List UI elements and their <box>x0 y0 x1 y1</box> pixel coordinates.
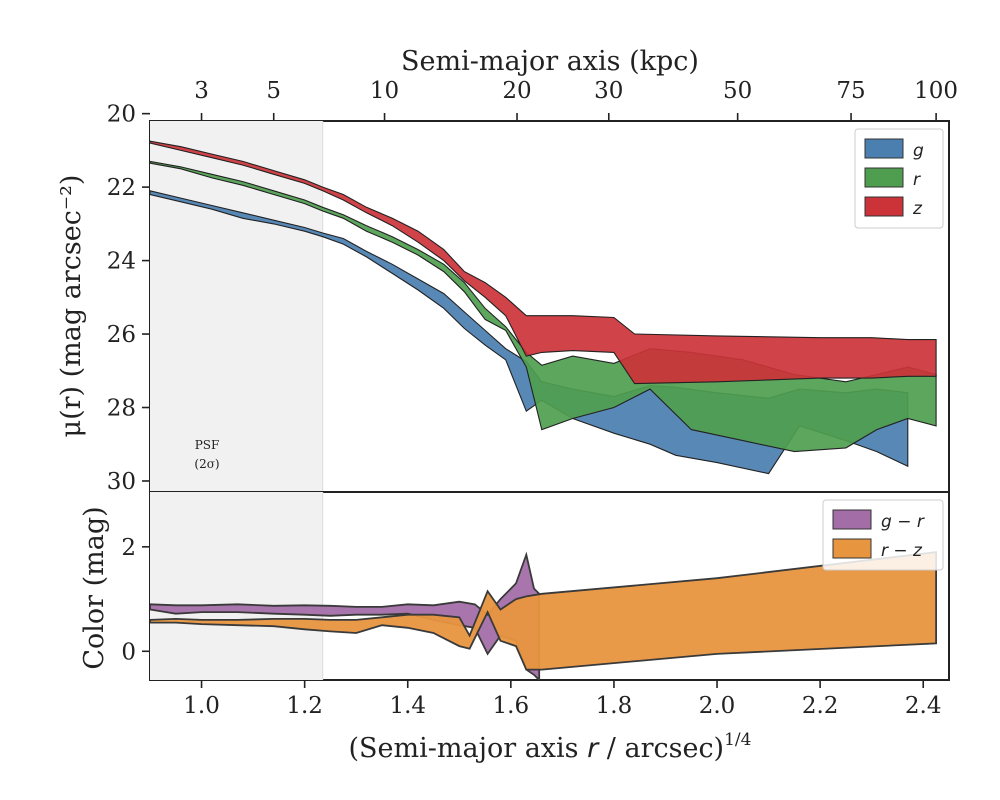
legend-swatch <box>864 167 904 188</box>
psf-label-line1: PSF <box>195 438 220 452</box>
bottom-x-tick-label: 1.2 <box>286 693 323 719</box>
bottom-y-tick-label: 0 <box>121 639 136 665</box>
legend-swatch <box>864 138 904 159</box>
bottom-x-axis-title: (Semi-major axis r / arcsec)1/4 <box>349 730 752 764</box>
bottom-x-tick-label: 1.0 <box>183 693 220 719</box>
top-kpc-tick-label: 3 <box>194 78 209 104</box>
top-y-tick-label: 20 <box>107 102 136 128</box>
bottom-x-tick-label: 1.4 <box>389 693 426 719</box>
top-kpc-tick-label: 20 <box>502 78 531 104</box>
top-legend: grz <box>854 128 944 229</box>
legend-swatch <box>832 509 872 530</box>
top-y-tick-label: 26 <box>107 322 136 348</box>
legend-entry: g − r <box>881 512 925 532</box>
top-y-tick-label: 22 <box>107 175 136 201</box>
legend-swatch <box>832 538 872 559</box>
bottom-y-axis-title: Color (mag) <box>79 506 110 669</box>
top-kpc-tick-label: 50 <box>723 78 752 104</box>
top-kpc-tick-label: 5 <box>266 78 281 104</box>
psf-region-bottom <box>150 492 323 680</box>
top-kpc-tick-label: 10 <box>370 78 399 104</box>
legend-entry: r − z <box>881 541 923 561</box>
top-kpc-tick-label: 30 <box>594 78 623 104</box>
bottom-panel: 0 2 1.0 1.2 1.4 1.6 1.8 2.0 2.2 2.4 (Semi-major … <box>79 491 950 764</box>
bottom-x-tick-label: 1.8 <box>596 693 633 719</box>
bottom-x-tick-label: 2.2 <box>802 693 839 719</box>
legend-swatch <box>864 196 904 217</box>
bottom-x-tick-label: 1.6 <box>493 693 530 719</box>
bottom-y-tick-label: 2 <box>121 535 136 561</box>
top-panel: 20 22 24 26 28 30 3 5 10 20 30 50 75 100 Semi-major … <box>56 46 958 495</box>
psf-label-line2: (2σ) <box>194 457 219 471</box>
band-rz <box>150 551 937 671</box>
top-kpc-tick-label: 100 <box>914 78 958 104</box>
bottom-x-tick-label: 2.0 <box>699 693 736 719</box>
legend-entry: z <box>912 199 923 219</box>
bottom-x-tick-label: 2.4 <box>905 693 942 719</box>
top-x-axis-title: Semi-major axis (kpc) <box>401 46 699 77</box>
top-y-tick-label: 28 <box>107 396 136 422</box>
legend-entry: g <box>913 141 924 161</box>
bottom-legend: g − r r − z <box>822 499 944 571</box>
top-y-tick-label: 30 <box>107 469 136 495</box>
top-kpc-tick-label: 75 <box>836 78 865 104</box>
band-z <box>150 140 937 385</box>
top-y-axis-title: μ(r) (mag arcsec⁻²) <box>56 175 87 438</box>
psf-region-top <box>150 121 323 492</box>
top-y-tick-label: 24 <box>107 249 136 275</box>
band-gr <box>150 551 541 680</box>
legend-entry: r <box>913 170 921 190</box>
